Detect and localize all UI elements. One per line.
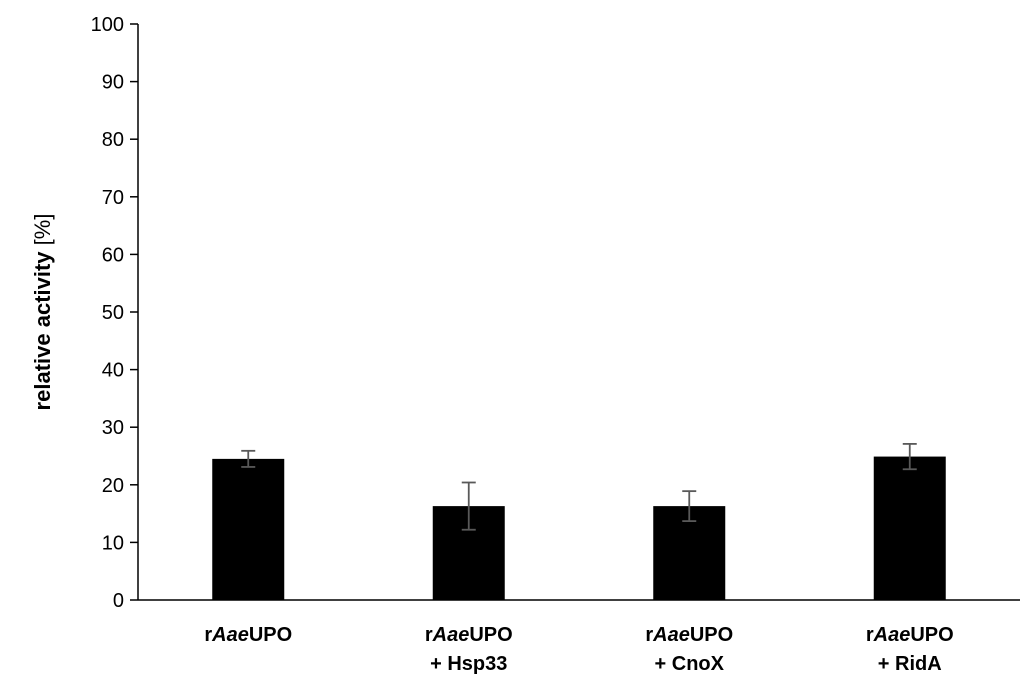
- y-tick-label: 70: [102, 187, 124, 209]
- y-tick-label: 60: [102, 244, 124, 266]
- bar: [873, 456, 946, 600]
- bars: [212, 456, 946, 600]
- y-axis-title-main: relative activity: [30, 251, 55, 411]
- axes: [137, 24, 1020, 601]
- y-tick-label: 0: [113, 590, 124, 612]
- y-tick-label: 30: [102, 417, 124, 439]
- x-axis-category-labels: rAaeUPO rAaeUPO + Hsp33 rAaeUPO + CnoX rAaeUP…: [204, 624, 953, 675]
- y-axis-title-unit: [%]: [30, 214, 55, 252]
- error-bar: [241, 449, 256, 468]
- y-tick-label: 10: [102, 532, 124, 554]
- y-tick-label: 40: [102, 360, 124, 382]
- x-category-label: + RidA: [878, 653, 942, 675]
- x-category-label: rAaeUPO: [866, 624, 954, 646]
- y-tick-label: 100: [91, 14, 124, 36]
- x-category-label: rAaeUPO: [204, 624, 292, 646]
- y-tick-label: 20: [102, 475, 124, 497]
- y-tick-label: 50: [102, 302, 124, 324]
- bar: [212, 458, 285, 600]
- y-tick-label: 90: [102, 72, 124, 94]
- error-bar: [902, 443, 917, 471]
- x-category-label: rAaeUPO: [425, 624, 513, 646]
- error-bar: [682, 490, 697, 522]
- y-tick-label: 80: [102, 129, 124, 151]
- error-bars: [241, 443, 917, 531]
- x-category-label: + Hsp33: [430, 653, 507, 675]
- x-category-label: + CnoX: [655, 653, 725, 675]
- x-category-label: rAaeUPO: [645, 624, 733, 646]
- y-axis-title: relative activity [%]: [30, 214, 55, 411]
- error-bar: [461, 481, 476, 531]
- y-axis-ticks: 0 10 20 30 40 50 60 70 80 90 100: [91, 14, 138, 612]
